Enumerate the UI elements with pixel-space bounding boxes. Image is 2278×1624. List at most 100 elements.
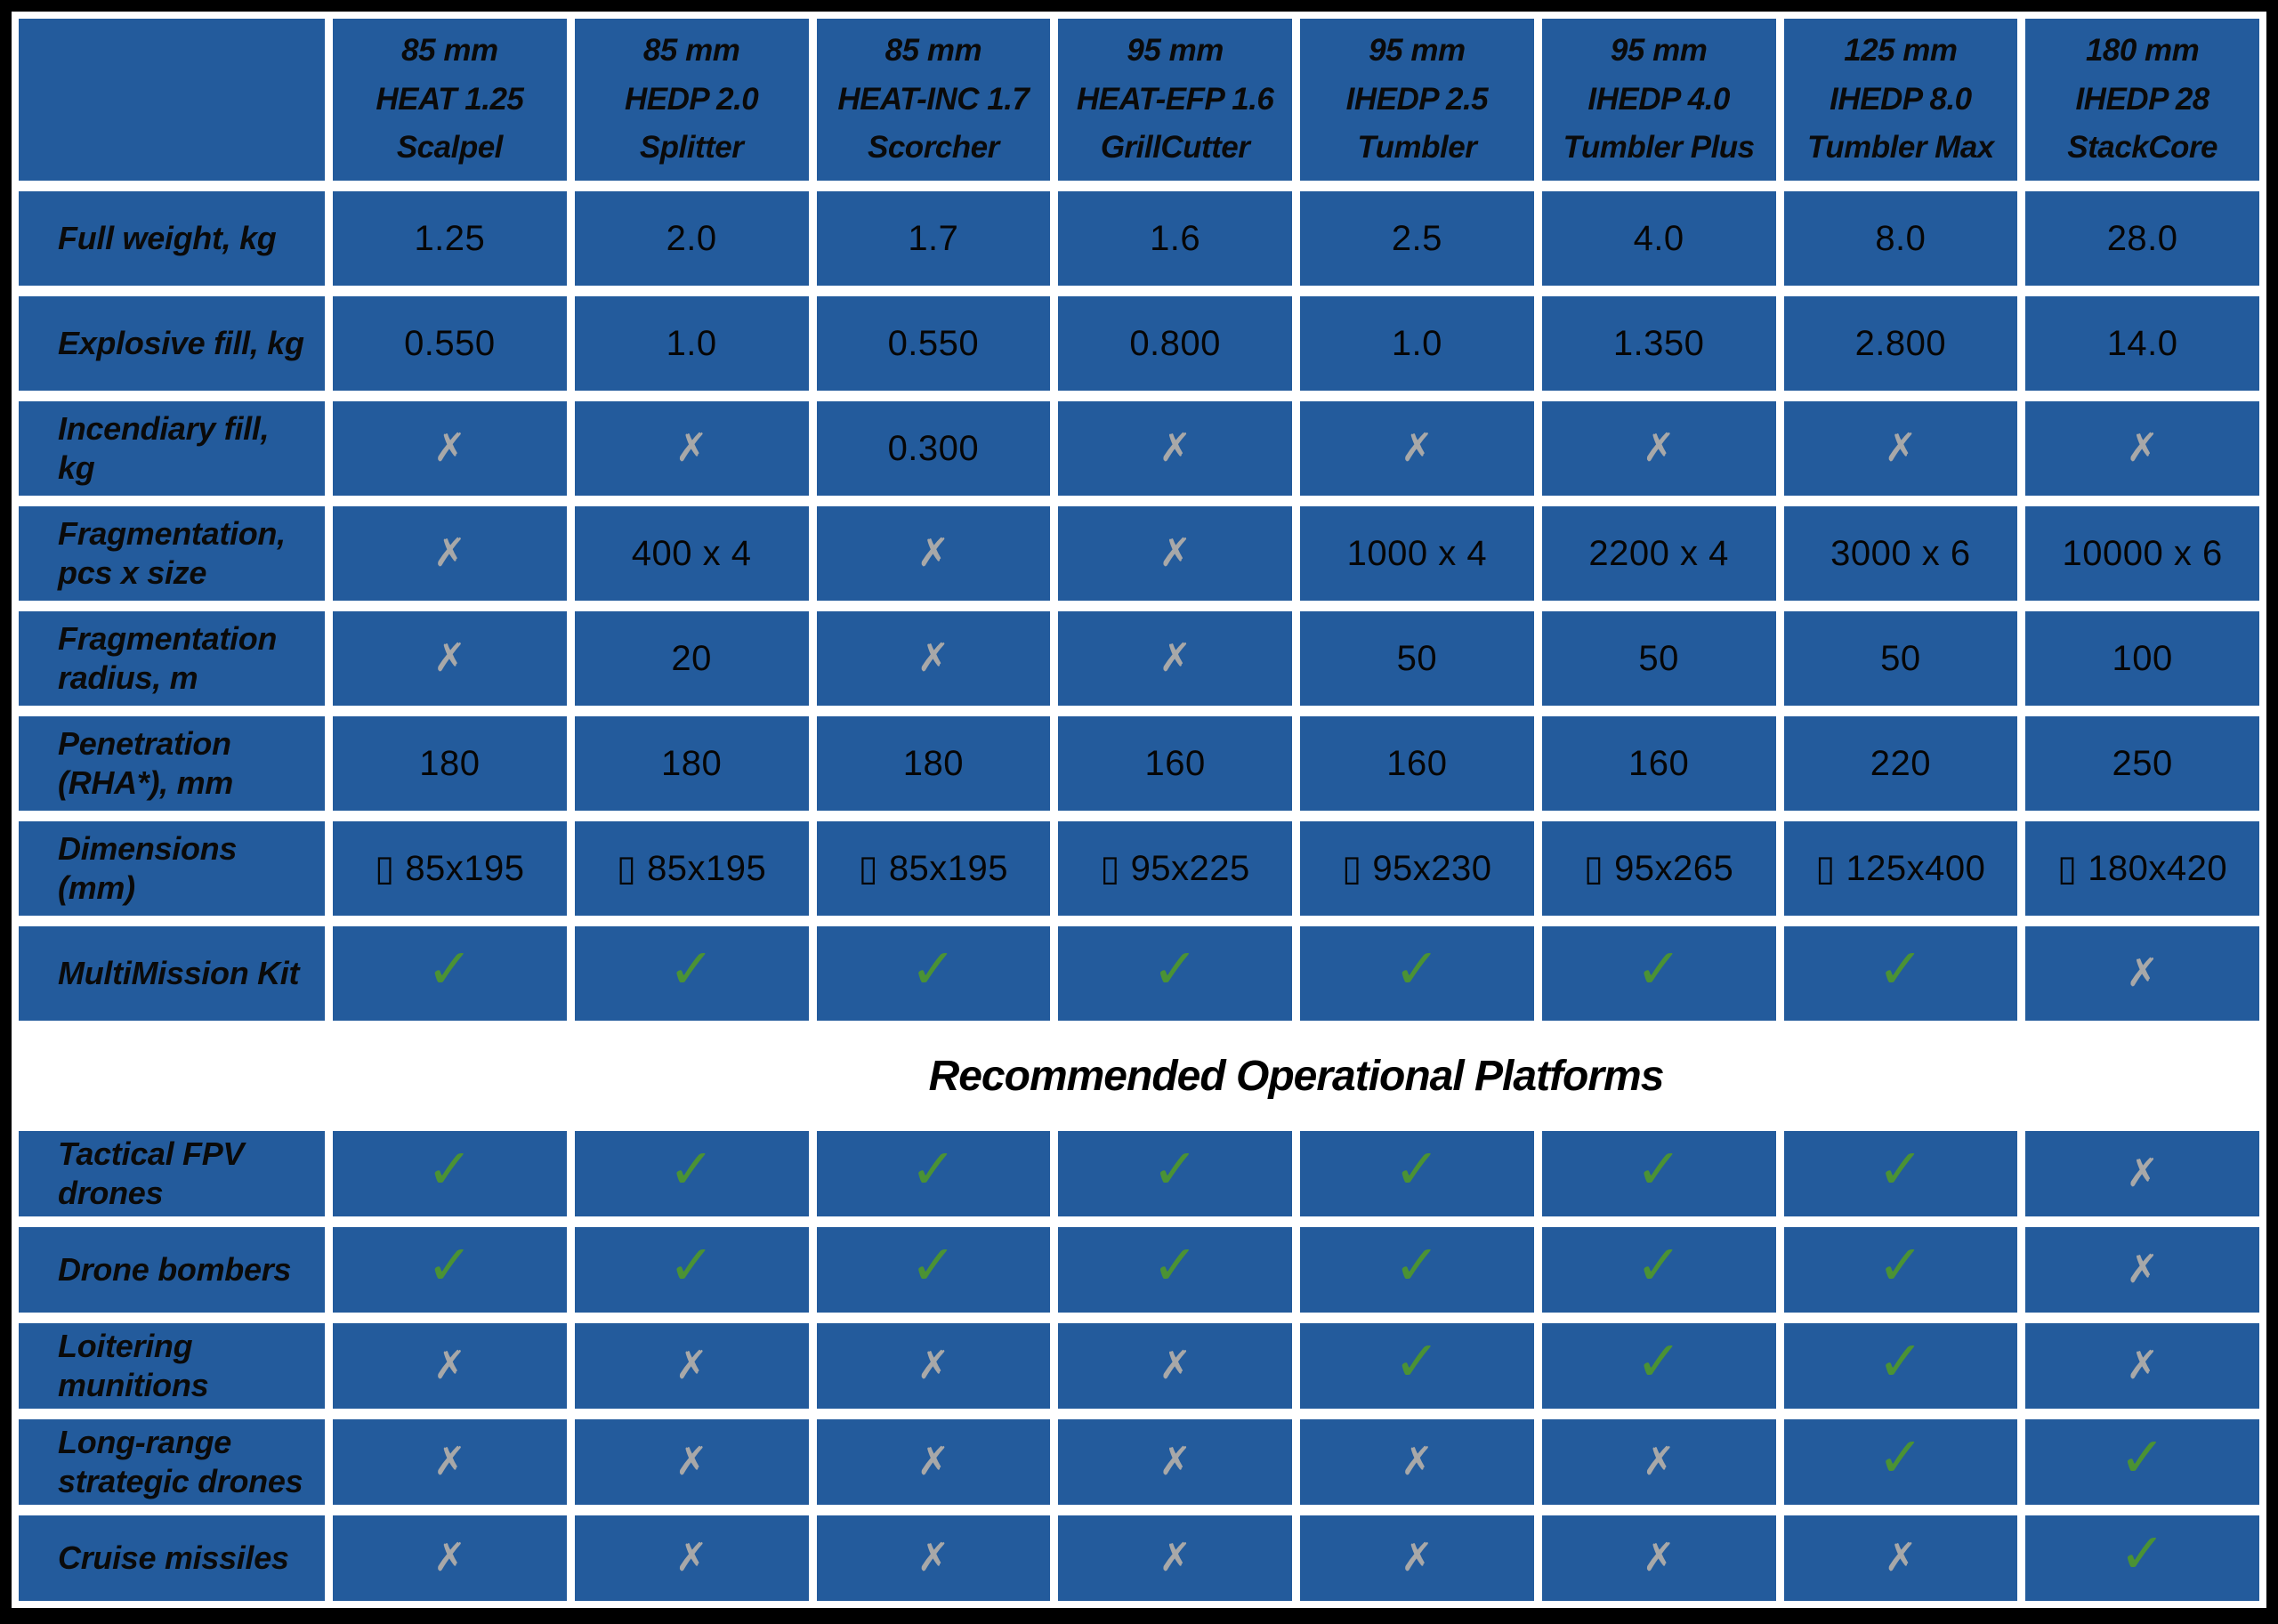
column-header-line: Tumbler Max [1807,130,1994,166]
column-header-line: GrillCutter [1100,130,1250,166]
spec-value-cell: 1000 x 4 [1300,506,1534,601]
column-header-line: 95 mm [1127,32,1224,68]
spec-value-cell: 1.25 [333,191,567,286]
platform-value-cell: ✗ [816,1323,1051,1409]
spec-value-cell: 160 [1300,716,1534,811]
cross-icon: ✗ [1400,1440,1434,1483]
check-icon: ✓ [668,939,715,1000]
spec-value-cell: ▯ 180x420 [2025,821,2259,916]
section-header-band: Recommended Operational Platforms [19,1031,2259,1120]
spec-value-cell: ✗ [816,506,1051,601]
row-label: Incendiary fill, kg [58,410,270,486]
platform-value-cell: ✓ [1783,1323,2018,1409]
check-icon: ✓ [1393,939,1441,1000]
column-header-line: 85 mm [642,32,740,68]
spec-value-cell: 50 [1300,611,1534,706]
spec-value-cell: 2200 x 4 [1541,506,1776,601]
row-label-cell: Dimensions (mm) [19,821,325,916]
spec-value-cell: ✗ [333,401,567,496]
spec-value-cell: 1.6 [1058,191,1292,286]
row-label: Fragmentation radius, m [58,620,278,696]
value-text: 2.800 [1854,323,1947,363]
cross-icon: ✗ [1884,426,1918,470]
cross-icon: ✗ [432,426,466,470]
platform-value-cell: ✓ [1058,1227,1292,1313]
platform-value-cell: ✓ [2025,1515,2259,1601]
spec-value-cell: ✓ [1783,926,2018,1021]
check-icon: ✓ [1877,1331,1924,1393]
cross-icon: ✗ [2126,1344,2160,1387]
column-header-line: IHEDP 4.0 [1587,81,1730,117]
row-label-cell: MultiMission Kit [19,926,325,1021]
platform-value-cell: ✗ [1541,1515,1776,1601]
check-icon: ✓ [1877,1235,1924,1297]
platform-value-cell: ✓ [816,1227,1051,1313]
cross-icon: ✗ [1159,1536,1192,1580]
spec-value-cell: 0.300 [816,401,1051,496]
spec-value-cell: 8.0 [1783,191,2018,286]
spec-value-cell: ✓ [574,926,809,1021]
platform-value-cell: ✗ [1300,1515,1534,1601]
check-icon: ✓ [668,1139,715,1200]
value-text: 50 [1880,638,1921,678]
check-icon: ✓ [426,1139,473,1200]
value-text: 2.0 [666,218,717,258]
column-header-line: Splitter [639,130,744,166]
spec-value-cell: 10000 x 6 [2025,506,2259,601]
spec-value-cell: 160 [1058,716,1292,811]
row-label: Cruise missiles [58,1539,289,1577]
cross-icon: ✗ [675,1440,708,1483]
spec-value-cell: 2.800 [1783,296,2018,391]
spec-value-cell: ✗ [1541,401,1776,496]
platform-value-cell: ✗ [2025,1323,2259,1409]
column-header-line: HEDP 2.0 [624,81,759,117]
check-icon: ✓ [1151,1139,1199,1200]
check-icon: ✓ [426,939,473,1000]
platform-value-cell: ✗ [333,1515,567,1601]
cross-icon: ✗ [432,636,466,680]
value-text: 1.7 [908,218,959,258]
value-text: 1.350 [1612,323,1705,363]
column-header-line: 180 mm [2085,32,2200,68]
platform-value-cell: ✓ [333,1131,567,1216]
spec-value-cell: ▯ 125x400 [1783,821,2018,916]
check-icon: ✓ [668,1235,715,1297]
platform-value-cell: ✓ [574,1131,809,1216]
platform-value-cell: ✗ [1058,1323,1292,1409]
column-header-cell: 95 mm IHEDP 4.0 Tumbler Plus [1541,19,1776,181]
row-label: Long-range strategic drones [58,1424,303,1499]
check-icon: ✓ [1393,1235,1441,1297]
column-header-line: HEAT 1.25 [376,81,524,117]
cross-icon: ✗ [1159,1344,1192,1387]
value-text: 160 [1628,743,1690,783]
value-text: ▯ 95x225 [1100,849,1250,888]
column-header-line: 125 mm [1844,32,1958,68]
column-header-cell: 125 mm IHEDP 8.0 Tumbler Max [1783,19,2018,181]
cross-icon: ✗ [1642,1536,1676,1580]
value-text: ▯ 85x195 [616,849,767,888]
row-label: Drone bombers [58,1251,292,1289]
platform-value-cell: ✓ [1300,1131,1534,1216]
value-text: 160 [1386,743,1448,783]
spec-value-cell: ✓ [333,926,567,1021]
cross-icon: ✗ [1159,1440,1192,1483]
platform-value-cell: ✓ [816,1131,1051,1216]
value-text: ▯ 125x400 [1815,849,1986,888]
column-header-line: Tumbler Plus [1563,130,1756,166]
row-label-cell: Tactical FPV drones [19,1131,325,1216]
row-label-cell: Incendiary fill, kg [19,401,325,496]
cross-icon: ✗ [917,636,950,680]
spec-value-cell: ✗ [2025,401,2259,496]
cross-icon: ✗ [1159,531,1192,575]
spec-value-cell: 160 [1541,716,1776,811]
value-text: 1000 x 4 [1346,533,1488,573]
value-text: 50 [1638,638,1679,678]
spec-value-cell: 20 [574,611,809,706]
spec-value-cell: ✗ [333,611,567,706]
platform-value-cell: ✗ [816,1515,1051,1601]
column-header-line: Scorcher [868,130,999,166]
cross-icon: ✗ [432,531,466,575]
cross-icon: ✗ [1159,426,1192,470]
check-icon: ✓ [1151,939,1199,1000]
